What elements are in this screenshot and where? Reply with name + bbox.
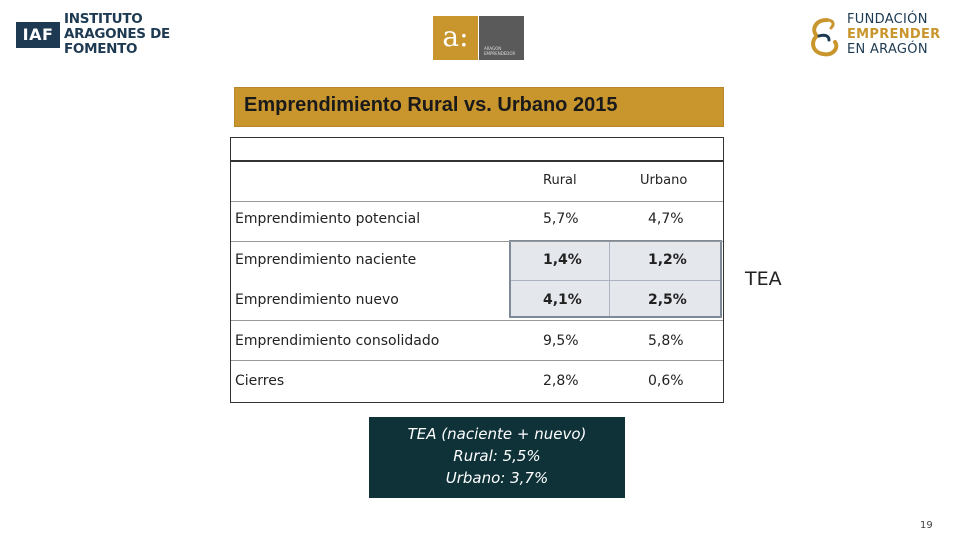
cell-rural: 9,5% [543,333,579,349]
highlight-horizontal-separator [511,280,720,281]
aragon-emprendedor-sub-2: EMPRENDEDOR [484,51,516,56]
iaf-logo: IAF INSTITUTO ARAGONES DE FOMENTO [16,12,186,60]
aragon-emprendedor-mark: a: [433,16,478,60]
data-table: Rural Urbano Emprendimiento potencial 5,… [230,137,724,403]
summary-line-1: TEA (naciente + nuevo) [407,425,587,443]
row-divider [231,241,723,242]
cell-urbano: 5,8% [648,333,684,349]
table-body-frame [230,161,724,403]
cell-urbano: 2,5% [648,292,687,308]
row-label: Emprendimiento naciente [235,252,417,268]
tea-highlight-box [509,240,722,318]
summary-line-2: Rural: 5,5% [453,447,541,465]
row-label: Cierres [235,373,285,389]
column-header-urbano: Urbano [640,173,688,188]
cell-rural: 2,8% [543,373,579,389]
row-label: Emprendimiento nuevo [235,292,399,308]
aragon-emprendedor-sub: ARAGON EMPRENDEDOR [484,46,515,56]
fundacion-logo-line-3: EN ARAGÓN [847,42,928,57]
iaf-logo-line-2: ARAGONES DE [64,26,170,42]
aragon-emprendedor-sub-1: ARAGON [484,46,502,51]
tea-label: TEA [745,268,782,290]
row-label: Emprendimiento consolidado [235,333,440,349]
fundacion-swirl-icon [811,18,839,57]
summary-line-3: Urbano: 3,7% [445,469,549,487]
aragon-emprendedor-logo: a: ARAGON EMPRENDEDOR [433,16,524,60]
cell-urbano: 1,2% [648,252,687,268]
iaf-logo-text: INSTITUTO ARAGONES DE FOMENTO [64,12,189,57]
fundacion-logo-line-1: FUNDACIÓN [847,12,928,27]
iaf-logo-box: IAF [16,22,60,48]
tea-summary-box: TEA (naciente + nuevo) Rural: 5,5% Urban… [369,417,625,498]
row-label: Emprendimiento potencial [235,211,421,227]
row-divider [231,360,723,361]
cell-rural: 1,4% [543,252,582,268]
column-header-rural: Rural [543,173,577,188]
aragon-emprendedor-panel: ARAGON EMPRENDEDOR [479,16,524,60]
title-banner: Emprendimiento Rural vs. Urbano 2015 [234,87,724,127]
cell-rural: 5,7% [543,211,579,227]
fundacion-emprender-logo: FUNDACIÓN EMPRENDER EN ARAGÓN [805,12,950,62]
cell-rural: 4,1% [543,292,582,308]
cell-urbano: 4,7% [648,211,684,227]
page-number: 19 [920,520,933,531]
iaf-logo-line-3: FOMENTO [64,41,138,57]
slide-title: Emprendimiento Rural vs. Urbano 2015 [244,94,618,116]
highlight-vertical-separator [609,242,610,316]
fundacion-logo-line-2: EMPRENDER [847,27,941,42]
fundacion-logo-text: FUNDACIÓN EMPRENDER EN ARAGÓN [847,12,941,57]
row-divider [231,201,723,202]
iaf-logo-line-1: INSTITUTO [64,11,143,27]
row-divider [231,320,723,321]
cell-urbano: 0,6% [648,373,684,389]
table-top-frame [230,137,724,161]
